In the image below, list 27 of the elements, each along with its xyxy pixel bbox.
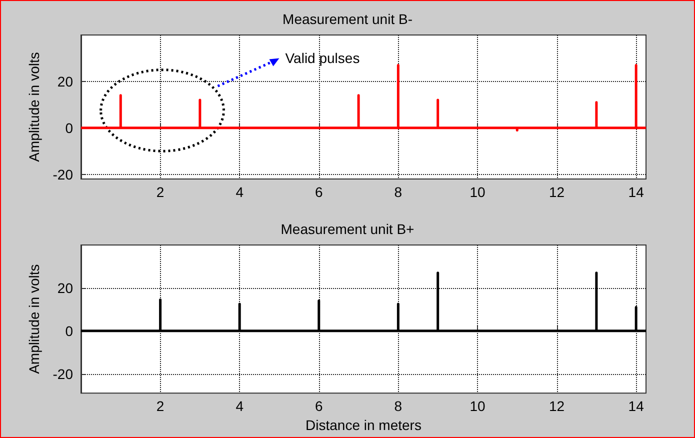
- x-tick-label: 10: [470, 398, 486, 414]
- y-tick-label: 20: [57, 73, 74, 90]
- x-tick-label: 14: [628, 184, 644, 200]
- x-tick-label: 6: [314, 398, 323, 414]
- y-tick-label: -20: [52, 366, 74, 382]
- chart-title: Measurement unit B-: [282, 11, 413, 27]
- y-tick-label: 0: [65, 120, 74, 136]
- x-tick-label: 14: [628, 398, 644, 414]
- y-tick-label: -20: [52, 166, 74, 182]
- y-tick-label: 20: [57, 280, 74, 296]
- y-tick-label: 0: [65, 322, 74, 339]
- y-axis-title: Amplitude in volts: [26, 264, 42, 374]
- x-tick-label: 12: [549, 184, 565, 200]
- x-tick-label: 12: [549, 398, 565, 414]
- x-tick-label: 2: [156, 398, 164, 414]
- line-series: [80, 272, 648, 332]
- x-tick-label: 8: [394, 184, 402, 200]
- x-tick-label: 6: [314, 184, 323, 200]
- x-tick-label: 4: [236, 184, 244, 200]
- x-tick-label: 2: [156, 184, 164, 200]
- x-axis-title: Distance in meters: [306, 417, 422, 433]
- annotation: Valid pulses: [285, 50, 360, 66]
- x-tick-label: 4: [236, 398, 244, 414]
- x-tick-label: 10: [470, 184, 486, 200]
- x-tick-label: 8: [394, 398, 402, 414]
- y-axis-title: Amplitude in volts: [26, 52, 42, 162]
- chart-title: Measurement unit B+: [280, 221, 414, 237]
